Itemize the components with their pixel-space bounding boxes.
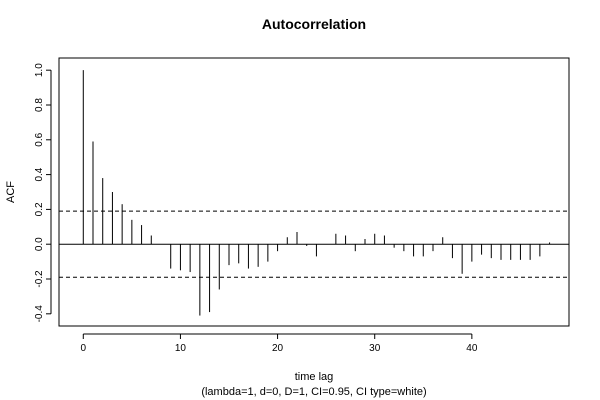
acf-bars <box>82 70 551 316</box>
confidence-bands <box>59 210 569 278</box>
plot-frame <box>58 57 570 327</box>
y-tick-label: 0.8 <box>34 98 45 112</box>
y-tick-label: 0.2 <box>34 202 45 216</box>
x-axis: 0 10 20 30 40 <box>81 333 478 354</box>
x-tick-label: 30 <box>369 343 381 354</box>
y-tick-label: 0.0 <box>34 237 45 251</box>
y-tick-label: 0.6 <box>34 132 45 146</box>
y-tick-label: 0.4 <box>34 167 45 181</box>
chart-subtitle: (lambda=1, d=0, D=1, CI=0.95, CI type=wh… <box>201 386 426 398</box>
x-tick-label: 40 <box>466 343 478 354</box>
x-tick-label: 0 <box>81 343 87 354</box>
y-tick-label: -0.2 <box>34 270 45 288</box>
x-tick-label: 10 <box>175 343 187 354</box>
y-tick-label: -0.4 <box>34 305 45 323</box>
x-tick-label: 20 <box>272 343 284 354</box>
y-tick-label: 1.0 <box>34 63 45 77</box>
y-axis: -0.4 -0.2 0.0 0.2 0.4 0.6 0.8 1.0 <box>34 63 52 323</box>
x-axis-label: time lag <box>295 371 334 383</box>
chart-title: Autocorrelation <box>262 16 366 32</box>
y-axis-label: ACF <box>5 181 17 203</box>
